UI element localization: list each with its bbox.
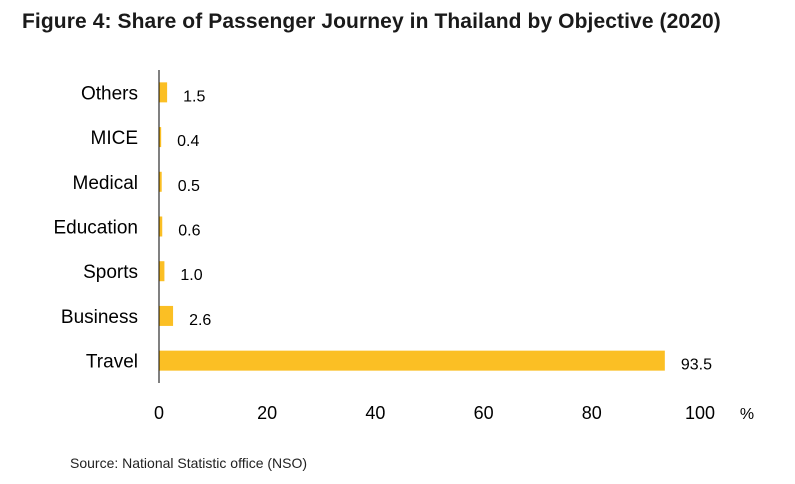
bar <box>159 82 168 103</box>
x-tick-label: 0 <box>154 403 164 423</box>
bar <box>159 350 665 371</box>
category-label: Sports <box>83 262 138 283</box>
category-label: MICE <box>91 128 139 149</box>
x-tick-label: 20 <box>257 403 277 423</box>
bar <box>159 305 174 326</box>
data-label: 1.0 <box>180 267 202 284</box>
data-label: 0.5 <box>178 178 200 195</box>
bar <box>159 261 165 282</box>
x-tick-label: 100 <box>685 403 715 423</box>
bar <box>159 127 162 148</box>
source-note: Source: National Statistic office (NSO) <box>70 455 308 471</box>
category-label: Business <box>61 307 138 328</box>
category-label: Travel <box>86 352 138 373</box>
category-label: Others <box>81 83 138 104</box>
bar <box>159 171 162 192</box>
category-label: Education <box>53 218 138 239</box>
x-tick-label: 40 <box>365 403 385 423</box>
x-tick-label: 60 <box>474 403 494 423</box>
data-label: 93.5 <box>681 357 712 374</box>
x-unit-label: % <box>740 406 754 423</box>
category-label: Medical <box>73 173 138 194</box>
data-label: 1.5 <box>183 88 205 105</box>
data-label: 0.6 <box>178 223 200 240</box>
chart-title: Figure 4: Share of Passenger Journey in … <box>22 10 721 33</box>
x-tick-label: 80 <box>582 403 602 423</box>
bar <box>159 216 163 237</box>
data-label: 2.6 <box>189 312 211 329</box>
data-label: 0.4 <box>177 133 199 150</box>
